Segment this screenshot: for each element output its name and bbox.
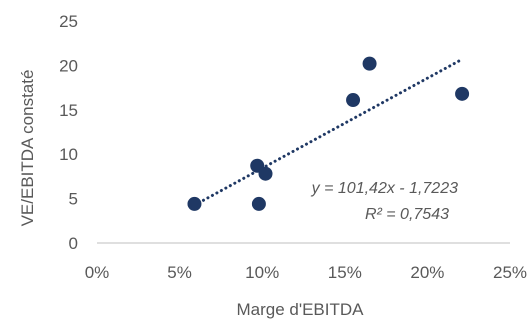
x-tick-label: 0% xyxy=(85,263,110,282)
data-point xyxy=(251,196,266,211)
trendline xyxy=(192,57,464,207)
y-tick-label: 10 xyxy=(59,145,78,164)
x-tick-label: 25% xyxy=(493,263,527,282)
x-tick-label: 10% xyxy=(245,263,279,282)
r-squared-label: R² = 0,7543 xyxy=(365,206,449,223)
y-tick-label: 0 xyxy=(69,234,78,253)
trendline-line xyxy=(192,57,464,207)
data-point xyxy=(455,86,470,101)
trendline-equation: y = 101,42x - 1,7223 xyxy=(311,180,458,197)
x-axis-tick-labels: 0% 5% 10% 15% 20% 25% xyxy=(85,263,527,282)
data-point xyxy=(346,93,361,108)
data-point xyxy=(362,56,377,71)
x-tick-label: 15% xyxy=(328,263,362,282)
data-point xyxy=(258,166,273,181)
x-axis-title: Marge d'EBITDA xyxy=(236,300,364,319)
y-tick-label: 15 xyxy=(59,101,78,120)
y-axis-title: VE/EBITDA constaté xyxy=(18,70,37,227)
x-tick-label: 20% xyxy=(410,263,444,282)
y-tick-label: 5 xyxy=(69,190,78,209)
y-axis-tick-labels: 0 5 10 15 20 25 xyxy=(59,12,78,253)
x-tick-label: 5% xyxy=(167,263,192,282)
y-tick-label: 20 xyxy=(59,56,78,75)
y-tick-label: 25 xyxy=(59,12,78,31)
data-point xyxy=(187,196,202,211)
data-points xyxy=(187,56,470,211)
